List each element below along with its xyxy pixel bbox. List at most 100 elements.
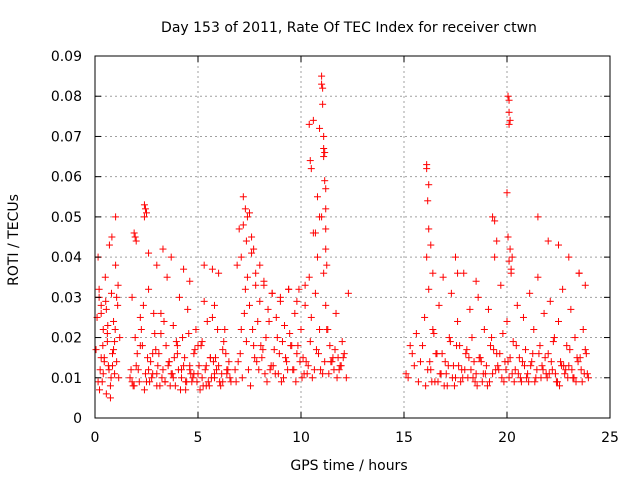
data-point xyxy=(256,297,264,305)
data-point xyxy=(425,181,433,189)
data-point xyxy=(162,342,170,350)
data-point xyxy=(448,374,456,382)
data-point xyxy=(340,350,348,358)
data-point xyxy=(130,229,138,237)
y-tick-label: 0.02 xyxy=(51,331,82,347)
x-axis-label: GPS time / hours xyxy=(290,458,407,474)
data-point xyxy=(580,370,588,378)
data-point xyxy=(168,370,176,378)
data-point xyxy=(271,370,279,378)
data-point xyxy=(473,382,481,390)
data-point xyxy=(193,378,201,386)
data-point xyxy=(284,366,292,374)
data-point xyxy=(111,370,119,378)
data-point xyxy=(306,338,314,346)
data-point xyxy=(342,374,350,382)
data-point xyxy=(190,370,198,378)
data-point xyxy=(555,241,562,249)
data-point xyxy=(105,366,113,374)
data-point xyxy=(257,342,265,350)
data-point xyxy=(445,334,453,342)
data-point xyxy=(508,253,516,261)
data-point xyxy=(127,366,135,374)
data-point xyxy=(498,374,506,382)
data-point xyxy=(114,301,122,309)
data-point xyxy=(528,358,536,366)
data-point xyxy=(441,358,449,366)
data-point xyxy=(322,245,330,253)
data-point xyxy=(333,374,341,382)
data-point xyxy=(455,362,463,370)
data-point xyxy=(509,338,517,346)
data-point xyxy=(463,346,471,354)
data-point xyxy=(111,326,119,334)
data-point xyxy=(111,338,119,346)
data-point xyxy=(460,269,468,277)
data-point xyxy=(145,285,153,293)
data-point xyxy=(423,253,431,261)
data-point xyxy=(102,297,110,305)
data-point xyxy=(427,241,435,249)
data-point xyxy=(151,330,159,338)
data-point xyxy=(416,358,424,366)
data-point xyxy=(214,326,222,334)
data-point xyxy=(208,265,216,273)
data-point xyxy=(239,193,247,201)
data-point xyxy=(115,374,123,382)
data-point xyxy=(320,153,328,161)
data-point xyxy=(246,301,253,309)
data-point xyxy=(237,326,245,334)
data-point xyxy=(312,346,320,354)
data-point xyxy=(577,366,585,374)
data-point xyxy=(133,350,141,358)
data-point xyxy=(516,374,524,382)
data-point xyxy=(99,370,107,378)
x-tick-label: 15 xyxy=(395,430,413,446)
data-point xyxy=(571,334,579,342)
data-point xyxy=(301,301,309,309)
data-point xyxy=(534,273,542,281)
data-point xyxy=(457,378,465,386)
y-tick-label: 0.01 xyxy=(51,371,82,387)
data-point xyxy=(506,245,514,253)
data-point xyxy=(215,362,223,370)
data-point xyxy=(496,350,504,358)
data-point xyxy=(243,273,251,281)
data-point xyxy=(429,269,437,277)
data-point xyxy=(483,382,491,390)
data-point xyxy=(294,342,302,350)
data-point xyxy=(452,253,459,261)
data-point xyxy=(181,354,189,362)
data-point xyxy=(135,378,143,386)
data-point xyxy=(313,193,321,201)
data-point xyxy=(561,370,569,378)
data-point xyxy=(306,157,314,165)
data-point xyxy=(153,370,161,378)
data-point xyxy=(322,205,330,213)
data-point xyxy=(322,185,330,193)
data-point xyxy=(147,358,155,366)
data-point xyxy=(97,309,105,317)
data-point xyxy=(454,269,462,277)
data-point xyxy=(153,261,161,269)
data-point xyxy=(316,326,324,334)
data-point xyxy=(164,362,172,370)
data-point xyxy=(163,273,171,281)
data-point xyxy=(335,366,343,374)
data-point xyxy=(508,370,516,378)
data-point xyxy=(462,350,470,358)
data-point xyxy=(489,213,497,221)
data-points xyxy=(92,72,592,402)
data-point xyxy=(545,370,553,378)
data-point xyxy=(426,358,434,366)
data-point xyxy=(421,313,429,321)
data-point xyxy=(226,374,234,382)
data-point xyxy=(316,124,324,132)
data-point xyxy=(435,301,443,309)
data-point xyxy=(450,382,458,390)
y-tick-label: 0.06 xyxy=(51,170,82,186)
data-point xyxy=(113,293,121,301)
data-point xyxy=(243,213,251,221)
data-point xyxy=(206,354,214,362)
data-point xyxy=(278,338,286,346)
